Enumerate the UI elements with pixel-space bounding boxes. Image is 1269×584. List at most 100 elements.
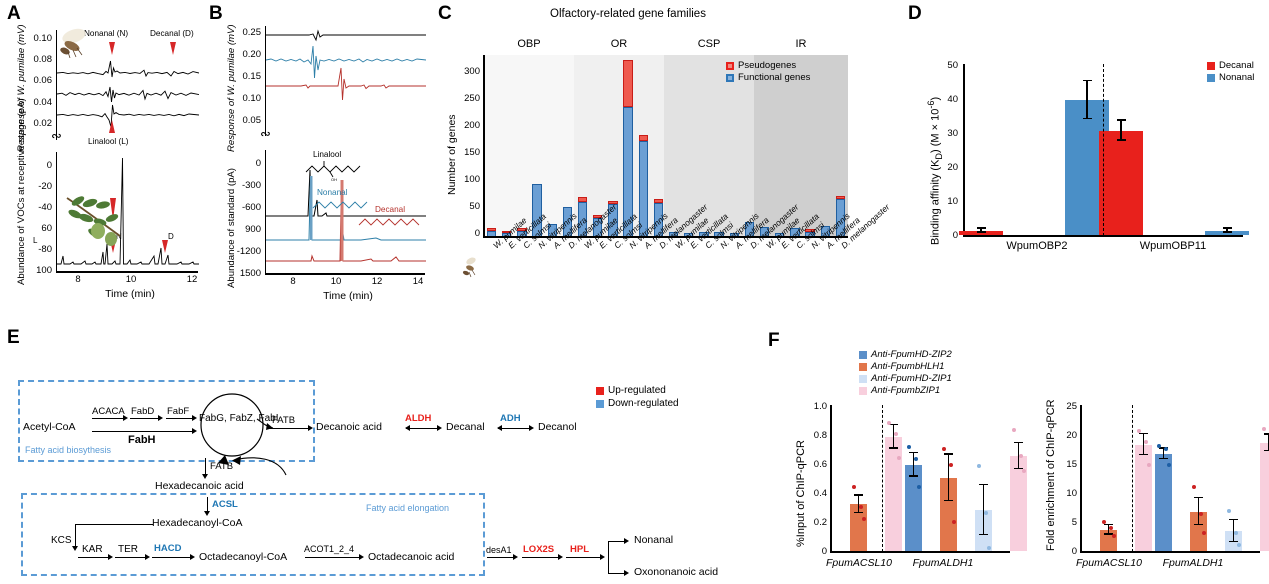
panel-f-left-errorbar xyxy=(857,495,860,514)
panel-a-eag-traces xyxy=(57,60,199,128)
panel-d-errorcap xyxy=(1222,231,1232,233)
panel-f-left-y-tick-5: 0 xyxy=(821,546,827,557)
panel-f-left-chart: %Input of ChIP-qPCR 1.0 0.8 0.6 0.4 0.2 … xyxy=(765,325,1027,584)
panel-c-bar-pseudogene xyxy=(638,135,648,141)
panel-d-errorbar xyxy=(1226,228,1228,233)
panel-e-enz-fabf: FabF xyxy=(167,406,190,417)
panel-c-bar-pseudogene xyxy=(835,195,846,200)
panel-e-node-nonanal: Nonanal xyxy=(634,534,674,546)
panel-f-right-datapoint xyxy=(1108,526,1113,531)
panel-e-arrow-lox2s xyxy=(522,557,560,559)
panel-b-y1-tick-1: 0.20 xyxy=(242,49,262,60)
panel-b-y1-tick-4: 0.05 xyxy=(242,115,262,126)
panel-e-arrow-adh xyxy=(498,428,532,430)
panel-d-errorbar xyxy=(1086,81,1088,120)
panel-e-split-vertical xyxy=(608,541,610,574)
panel-c-band-csp xyxy=(664,55,754,237)
panel-f-left-bar xyxy=(1010,456,1027,551)
panel-e-arrow-oxononanoic xyxy=(608,573,626,575)
nonanal-structure-icon xyxy=(312,201,368,209)
panel-f-left-errorcap xyxy=(909,451,918,454)
panel-c-bar-pseudogene xyxy=(517,227,527,231)
panel-f-left-x-axis xyxy=(830,551,1010,553)
panel-f-right-datapoint xyxy=(1147,462,1151,467)
panel-f-legend-item-2: Anti-FpumHD-ZIP1 xyxy=(859,373,952,385)
panel-f-right-bar xyxy=(1190,511,1207,551)
panel-f-right-x-cat-0: FpumACSL10 xyxy=(1076,557,1142,569)
panel-b: B Response of W. pumilae (mV) Abundance … xyxy=(205,0,430,310)
panel-a-peak-D: D xyxy=(168,232,174,241)
panel-e-arrow-kcs-h xyxy=(75,524,153,526)
panel-b-y2-tick-1: -300 xyxy=(241,180,261,191)
panel-c-bar-pseudogene xyxy=(502,231,512,234)
panel-e-node-decanal: Decanal xyxy=(446,421,485,433)
panel-e-legend: Up-regulated Down-regulated xyxy=(596,385,679,410)
panel-e-legend-item-1: Down-regulated xyxy=(596,398,679,411)
panel-e-box-biosynthesis-label: Fatty acid biosythesis xyxy=(25,445,112,455)
panel-f-left-bar xyxy=(905,464,922,551)
panel-a-x-tick-2: 12 xyxy=(186,274,198,285)
panel-c-legend-item-1: Functional genes xyxy=(726,72,810,84)
panel-a-y1-tick-2: 0.06 xyxy=(33,75,53,86)
panel-f-right-errorcap xyxy=(1229,518,1238,521)
panel-e-arrow-nonanal xyxy=(608,541,626,543)
panel-e-arrowhead-ter xyxy=(145,554,150,560)
panel-d-x-cat-1: WpumOBP11 xyxy=(1139,240,1207,252)
panel-e-arrow-hpl xyxy=(566,557,602,559)
panel-b-compound-nonanal: Nonanal xyxy=(317,188,348,197)
panel-f-left-datapoint xyxy=(942,446,946,451)
panel-c-title: Olfactory-related gene families xyxy=(550,8,706,20)
panel-f-right-chart: Fold enrichment of ChIP-qPCR 25 20 15 10… xyxy=(1017,325,1269,584)
decanal-structure-icon xyxy=(358,218,420,226)
panel-f-left-y-axis xyxy=(830,405,832,552)
panel-e-arrowhead-fabh xyxy=(192,428,197,434)
panel-f-right-errorcap xyxy=(1229,540,1238,543)
fig-branch-photo-icon xyxy=(66,196,121,246)
panel-f-left-datapoint xyxy=(893,432,898,437)
panel-a-y2-tick-5: 100 xyxy=(36,265,52,276)
panel-f-right-errorcap xyxy=(1194,523,1203,526)
panel-e-box-biosynthesis xyxy=(18,380,315,462)
panel-d-legend-swatch-nonanal xyxy=(1207,73,1215,82)
panel-a-y2-tick-3: 60 xyxy=(41,223,52,234)
panel-c-band-ir xyxy=(754,55,848,237)
panel-c-group-label-ir: IR xyxy=(795,38,807,50)
panel-d-errorcap xyxy=(1082,117,1092,120)
panel-e-enz-ter: TER xyxy=(118,544,138,555)
panel-e-enz-hacd: HACD xyxy=(154,543,182,554)
panel-e-enz-fatb1: FATB xyxy=(272,415,296,426)
panel-f-legend-swatch-bhlh1 xyxy=(859,362,867,371)
panel-e-node-octadecanoyl-coa: Octadecanoyl-CoA xyxy=(199,551,288,563)
panel-f-right-errorcap xyxy=(1104,533,1113,535)
panel-a-y1-tick-3: 0.04 xyxy=(33,97,53,108)
panel-e-arrow-fabh xyxy=(92,431,194,433)
panel-a-x-axis xyxy=(56,271,198,273)
panel-c-y-tick-1: 250 xyxy=(464,93,480,104)
panel-f-left-errorcap xyxy=(854,511,863,514)
panel-d-errorcap xyxy=(976,227,986,229)
panel-e-node-decanol: Decanol xyxy=(538,421,577,433)
panel-e-arrow-acaca xyxy=(92,418,125,420)
panel-f-left-datapoint xyxy=(858,505,863,510)
panel-c-bar-pseudogene xyxy=(608,201,618,204)
panel-f-left-x-cat-1: FpumALDH1 xyxy=(912,557,974,569)
panel-e-node-hexadecanoyl-coa: Hexadecanoyl-CoA xyxy=(152,517,243,529)
panel-b-y2-tick-3: 900 xyxy=(245,224,261,235)
panel-c-legend-label-functional: Functional genes xyxy=(738,71,811,83)
panel-c-legend-item-0: Pseudogenes xyxy=(726,60,810,72)
panel-e-arrowhead-adh-r xyxy=(529,425,534,431)
panel-d-errorcap xyxy=(1082,80,1092,82)
panel-e-node-fab-complex: FabG, FabZ, FabI xyxy=(199,413,279,424)
panel-e-legend-swatch-down xyxy=(596,399,604,408)
panel-d-bars xyxy=(959,64,1249,235)
panel-d-x-cat-0: WpumOBP2 xyxy=(1006,240,1068,252)
panel-f-left-divider xyxy=(882,405,883,552)
panel-e-arrow-fabf xyxy=(166,418,194,420)
panel-c-bar-pseudogene xyxy=(593,214,603,218)
panel-f-right-bar xyxy=(1260,442,1269,551)
panel-e-arrowhead-fatb1 xyxy=(308,425,313,431)
panel-a-label: A xyxy=(7,3,21,24)
linalool-structure-icon: OH xyxy=(305,161,361,182)
panel-e-enz-fabh: FabH xyxy=(128,434,156,446)
panel-e-arrowhead-kar xyxy=(108,554,113,560)
